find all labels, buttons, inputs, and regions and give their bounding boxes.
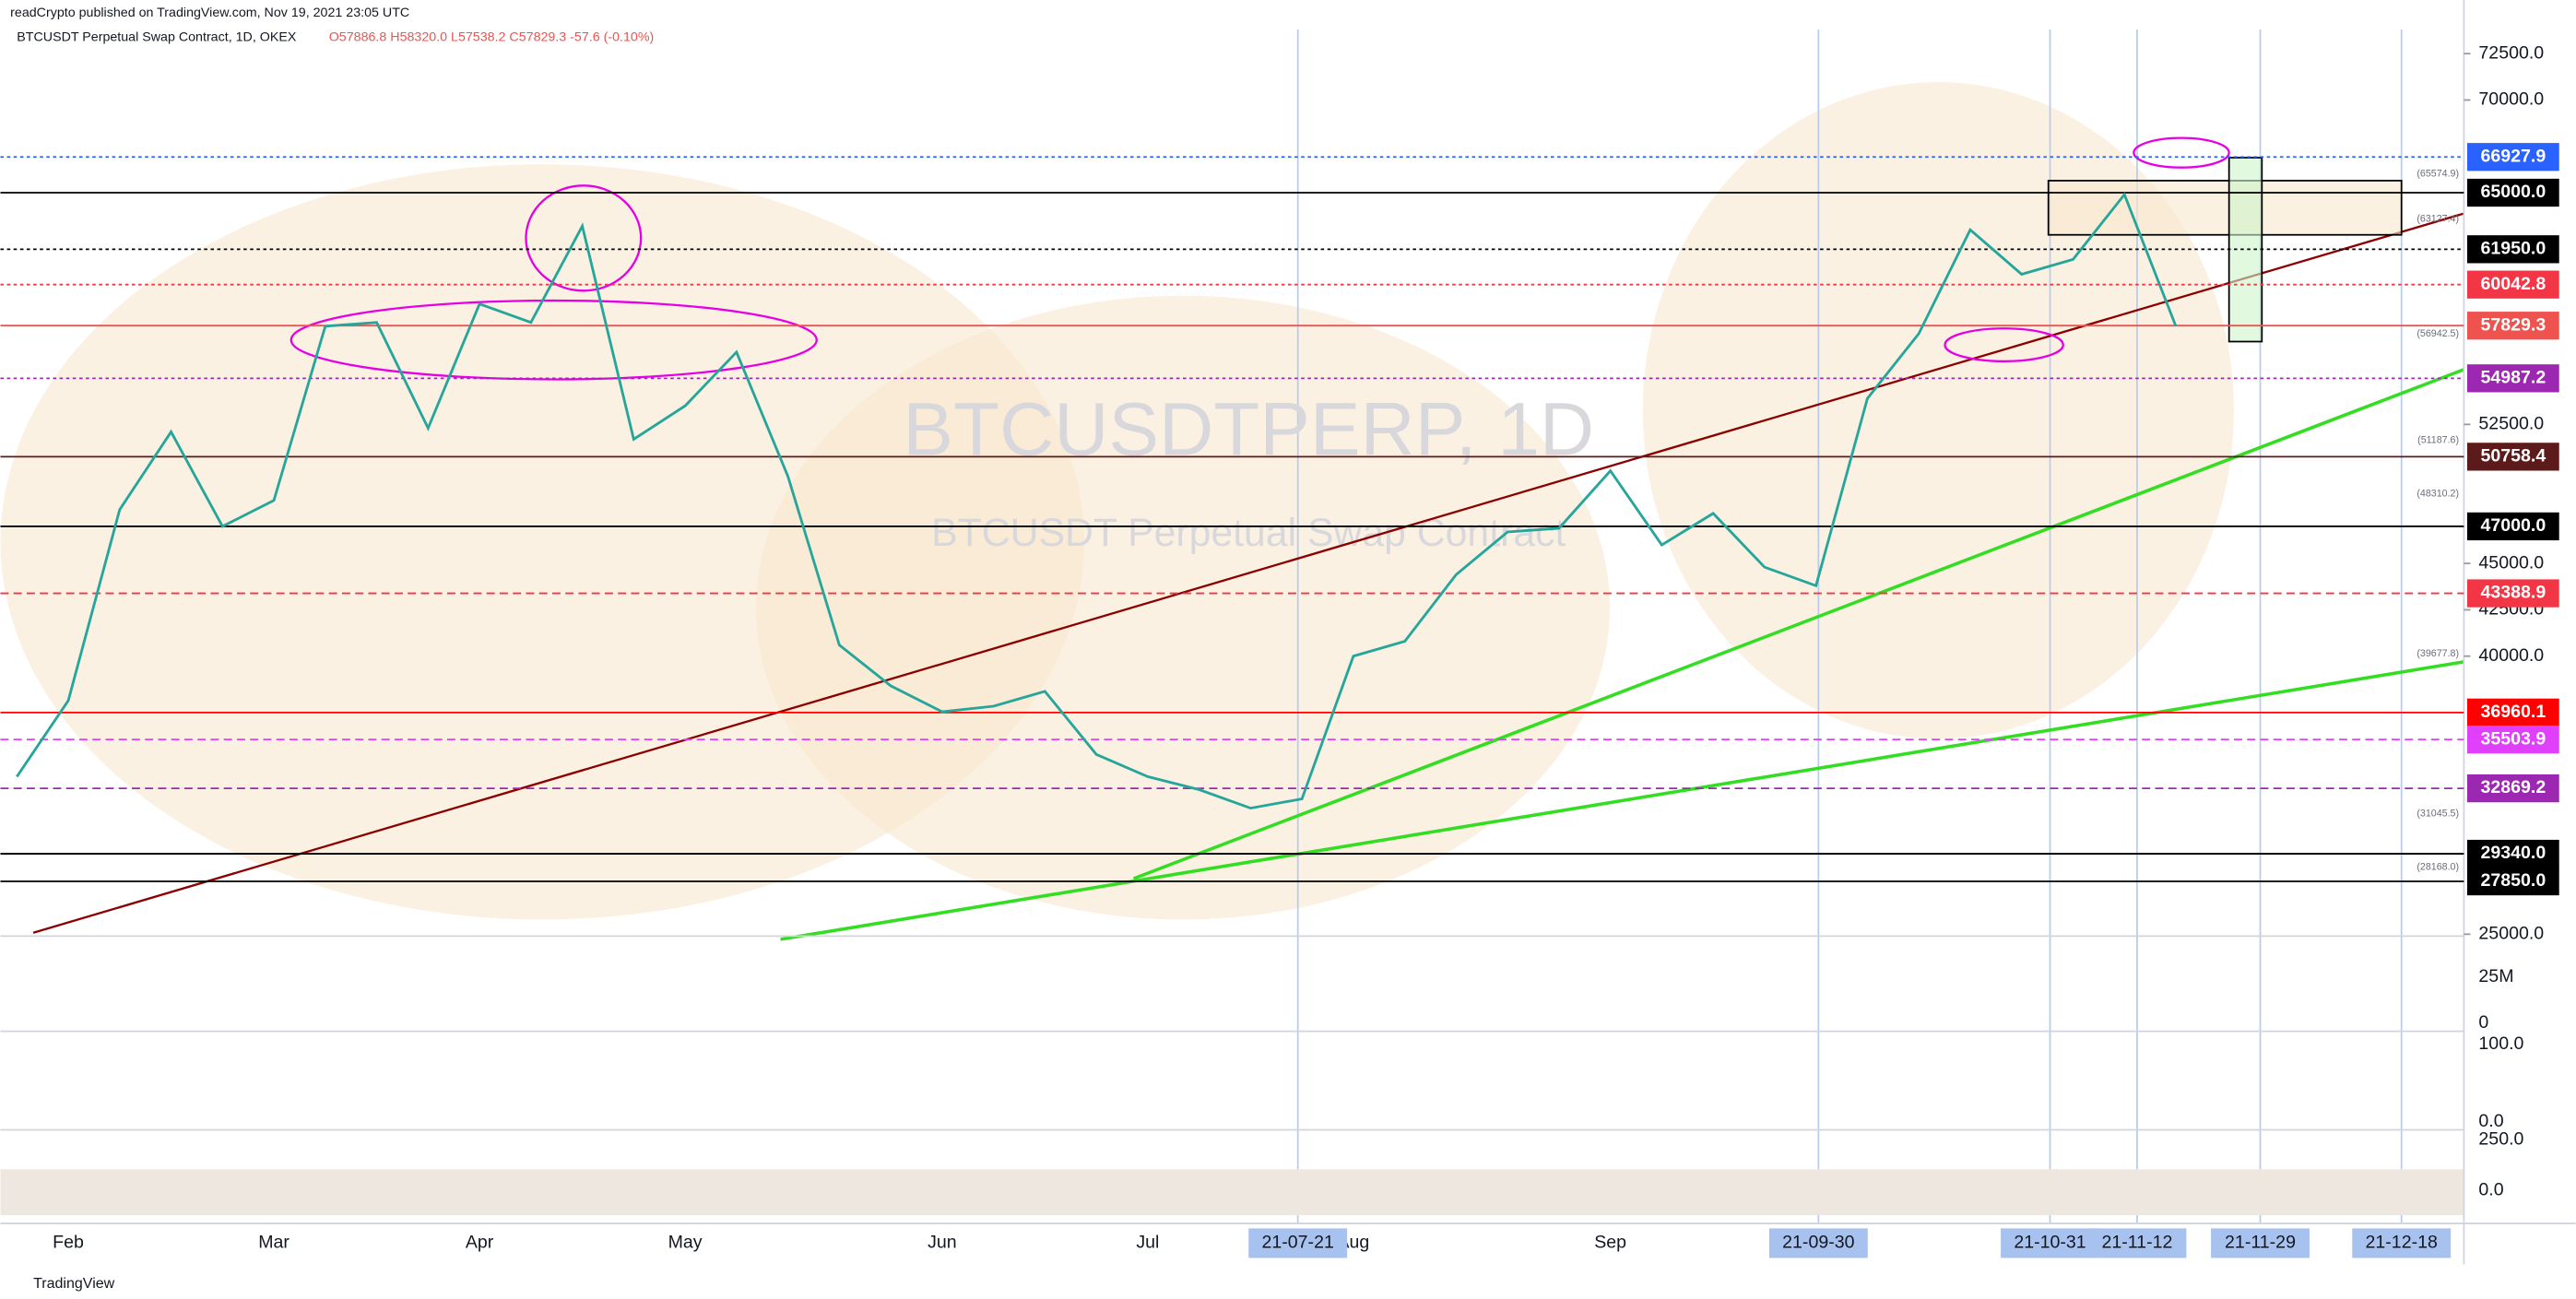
date-badge bbox=[2352, 1228, 2452, 1258]
level-note: (31045.5) bbox=[2416, 809, 2459, 820]
date-badge bbox=[2211, 1228, 2310, 1258]
price-badge-label: 36960.1 bbox=[2480, 702, 2546, 722]
date-badge-label: 21-07-21 bbox=[1262, 1233, 1334, 1253]
indicator-axis-label: 100.0 bbox=[2478, 1033, 2523, 1054]
y-tick-label: 40000.0 bbox=[2478, 645, 2544, 666]
x-tick-label: Sep bbox=[1594, 1233, 1626, 1253]
price-badge-label: 57829.3 bbox=[2480, 314, 2546, 335]
band-shade bbox=[1642, 82, 2235, 739]
ohlc: O57886.8 H58320.0 L57538.2 C57829.3 -57.… bbox=[329, 30, 655, 45]
level-note: (56942.5) bbox=[2416, 328, 2459, 339]
price-badge-label: 47000.0 bbox=[2480, 515, 2546, 536]
price-badge bbox=[2466, 698, 2559, 726]
level-note: (39677.8) bbox=[2416, 648, 2459, 659]
price-badge-label: 61950.0 bbox=[2480, 239, 2546, 259]
level-note: (48310.2) bbox=[2416, 489, 2459, 500]
price-badge-label: 43388.9 bbox=[2480, 583, 2546, 603]
price-badge-label: 60042.8 bbox=[2480, 274, 2546, 294]
price-badge-label: 65000.0 bbox=[2480, 182, 2546, 202]
price-line bbox=[16, 192, 2178, 810]
indicator-axis-label: 250.0 bbox=[2478, 1128, 2523, 1149]
indicator-axis-label: 0 bbox=[2478, 1012, 2488, 1033]
price-badge bbox=[2466, 867, 2559, 896]
level-note: (51187.6) bbox=[2417, 435, 2459, 446]
date-badge-label: 21-09-30 bbox=[1782, 1233, 1854, 1253]
price-badge-label: 50758.4 bbox=[2480, 446, 2546, 466]
band-shade bbox=[755, 295, 1611, 920]
x-tick-label: Apr bbox=[466, 1233, 494, 1253]
date-badge bbox=[2001, 1228, 2099, 1258]
date-badge bbox=[1768, 1228, 1868, 1258]
price-badge bbox=[2466, 143, 2559, 171]
price-badge bbox=[2466, 364, 2559, 393]
watermark-sub: BTCUSDT Perpetual Swap Contract bbox=[931, 511, 1566, 555]
date-badge bbox=[1248, 1228, 1348, 1258]
price-badge bbox=[2466, 443, 2559, 471]
brand: TradingView bbox=[33, 1275, 115, 1292]
level-note: (63127.4) bbox=[2416, 214, 2459, 225]
y-tick-label: 72500.0 bbox=[2478, 42, 2544, 63]
x-tick-label: Mar bbox=[258, 1233, 290, 1253]
date-badge bbox=[2087, 1228, 2187, 1258]
price-badge-label: 32869.2 bbox=[2480, 777, 2546, 797]
price-badge bbox=[2466, 773, 2559, 803]
published: readCrypto published on TradingView.com,… bbox=[10, 6, 409, 20]
level-note: (65574.9) bbox=[2416, 168, 2459, 179]
indicator-axis-label: 0.0 bbox=[2478, 1180, 2503, 1200]
y-tick-label: 70000.0 bbox=[2478, 89, 2544, 110]
price-badge bbox=[2466, 839, 2559, 868]
price-badge-label: 66927.9 bbox=[2480, 146, 2546, 166]
price-badge bbox=[2466, 178, 2559, 207]
date-badge-label: 21-12-18 bbox=[2366, 1233, 2438, 1253]
date-badge-label: 21-11-12 bbox=[2101, 1233, 2172, 1253]
price-badge bbox=[2466, 235, 2559, 264]
x-tick-label: May bbox=[668, 1233, 703, 1253]
price-badge-label: 27850.0 bbox=[2480, 870, 2546, 891]
date-badge-label: 21-11-29 bbox=[2225, 1233, 2296, 1253]
y-tick-label: 25000.0 bbox=[2478, 923, 2544, 943]
indicator-axis-label: 0.0 bbox=[2478, 1111, 2503, 1131]
watermark: BTCUSDTPERP, 1D bbox=[903, 388, 1594, 472]
price-badge bbox=[2466, 512, 2559, 541]
y-tick-label: 45000.0 bbox=[2478, 552, 2544, 573]
indicator-band bbox=[0, 1169, 2464, 1216]
indicator-axis-label: 25M bbox=[2478, 966, 2513, 986]
x-tick-label: Jun bbox=[928, 1233, 957, 1253]
chart-title: BTCUSDT Perpetual Swap Contract, 1D, OKE… bbox=[17, 30, 297, 45]
price-badge bbox=[2466, 579, 2559, 608]
price-badge-label: 54987.2 bbox=[2480, 368, 2546, 388]
price-badge bbox=[2466, 312, 2559, 340]
level-note: (28168.0) bbox=[2416, 862, 2459, 873]
x-tick-label: Jul bbox=[1136, 1233, 1159, 1253]
price-badge bbox=[2466, 270, 2559, 299]
date-badge-label: 21-10-31 bbox=[2014, 1233, 2086, 1253]
price-badge bbox=[2466, 725, 2559, 754]
x-tick-label: Feb bbox=[53, 1233, 84, 1253]
price-badge-label: 29340.0 bbox=[2480, 843, 2546, 863]
price-badge-label: 35503.9 bbox=[2480, 728, 2546, 749]
y-tick-label: 52500.0 bbox=[2478, 414, 2544, 434]
